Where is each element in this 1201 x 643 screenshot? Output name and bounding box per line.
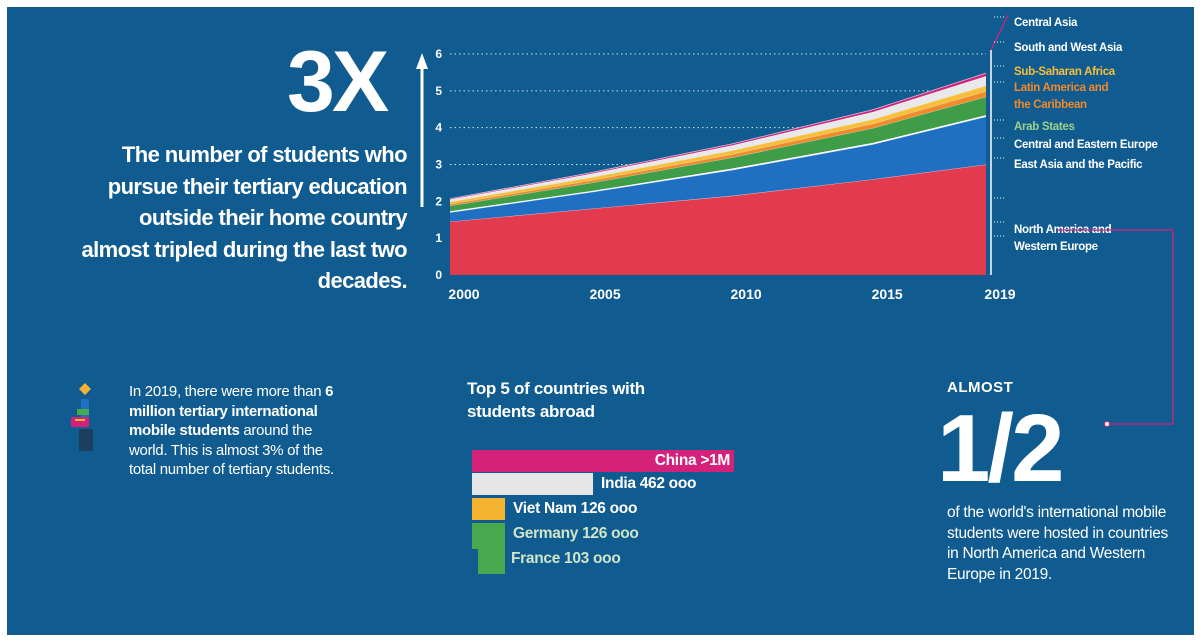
legend-item: Latin America and the Caribbean (1014, 80, 1108, 114)
bar (472, 498, 505, 520)
x-tick-label: 2015 (872, 286, 903, 302)
infographic-panel: 3X The number of students who pursue the… (7, 7, 1194, 635)
y-tick-label: 3 (435, 158, 442, 172)
bar-label: India 462 ooo (601, 475, 697, 492)
y-axis-arrowhead (416, 53, 428, 69)
area-series (450, 116, 986, 222)
legend-item-label: Latin America and (1014, 82, 1109, 94)
student-icon (71, 383, 93, 451)
legend-item-label: Sub-Saharan Africa (1014, 66, 1115, 78)
y-tick-label: 1 (435, 231, 442, 245)
bar (472, 473, 594, 495)
fact-text-bold: 6 million tertiary international mobile … (129, 383, 334, 439)
bar (478, 548, 505, 574)
stacked-area-chart: 0 1 2 3 4 5 6 2000 2005 2010 2015 2019 (416, 14, 1016, 302)
x-tick-label: 2019 (984, 286, 1015, 302)
legend-item: East Asia and the Pacific (1014, 157, 1143, 174)
legend-item-label: Arab States (1014, 121, 1075, 133)
legend-item-label: Central and Eastern Europe (1014, 139, 1158, 151)
bar-label: France 103 ooo (510, 550, 621, 567)
area-series (450, 164, 986, 275)
bar-label: China >1M (654, 452, 731, 469)
top5-title: Top 5 of countries with students abroad (467, 379, 645, 421)
y-tick-label: 5 (435, 84, 442, 98)
area-series (450, 96, 986, 212)
y-tick-label: 4 (435, 121, 442, 135)
headline-3x: 3X (287, 34, 389, 130)
bar (472, 450, 734, 472)
x-tick-label: 2000 (448, 286, 479, 302)
x-tick-label: 2010 (731, 286, 762, 302)
legend-item-label: the Caribbean (1014, 99, 1087, 111)
x-tick-label: 2005 (589, 286, 620, 302)
y-tick-label: 6 (435, 47, 442, 61)
bar-label: Viet Nam 126 ooo (513, 500, 638, 517)
legend-item-label: South and West Asia (1014, 42, 1123, 54)
legend-item-label: East Asia and the Pacific (1014, 159, 1143, 171)
series-edge (449, 72, 987, 200)
y-tick-label: 2 (435, 194, 442, 208)
y-tick-label: 0 (435, 268, 442, 282)
half-description: of the world's international mobile stud… (947, 504, 1169, 583)
legend-item: Central Asia (1014, 15, 1077, 32)
legend-leader-line (990, 14, 1009, 51)
legend-item-label: Western Europe (1014, 241, 1098, 253)
legend-item: Arab States (1014, 119, 1075, 136)
legend-item-label: Central Asia (1014, 17, 1078, 29)
legend-item: South and West Asia (1014, 40, 1122, 57)
legend-item: Central and Eastern Europe (1014, 137, 1158, 154)
connector-line (1057, 229, 1174, 427)
half-figure: 1/2 (937, 395, 1064, 502)
almost-label: ALMOST (947, 379, 1014, 396)
fact-text-before: In 2019, there were more than (129, 383, 326, 400)
fact-text: In 2019, there were more than 6 million … (129, 382, 344, 480)
legend-item: Sub-Saharan Africa (1014, 64, 1115, 81)
headline-description: The number of students who pursue their … (81, 142, 407, 293)
fact-text-after: around the world. This is almost 3% of t… (129, 422, 334, 478)
bar (472, 523, 505, 549)
series-edge (449, 96, 987, 207)
bar-label: Germany 126 ooo (513, 525, 639, 542)
